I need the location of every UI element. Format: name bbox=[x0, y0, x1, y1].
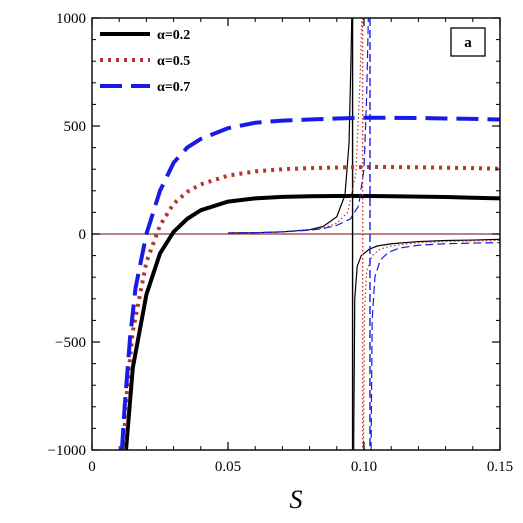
series-layer bbox=[92, 18, 500, 450]
y-tick-label: 1000 bbox=[56, 11, 86, 27]
legend-label: α=0.7 bbox=[157, 80, 190, 95]
series-3 bbox=[119, 18, 500, 450]
legend: α=0.2 α=0.5 α=0.7 bbox=[100, 28, 190, 95]
legend-label: α=0.5 bbox=[157, 54, 190, 69]
legend-label: α=0.2 bbox=[157, 28, 190, 43]
x-tick-label: 0.15 bbox=[487, 459, 513, 475]
series-3-thin-right bbox=[370, 242, 500, 450]
panel-label-box: a bbox=[450, 27, 486, 57]
axis-ticks: 0 0.05 0.10 0.15 −1000 −500 0 500 1000 bbox=[48, 11, 514, 475]
y-tick-label: −1000 bbox=[48, 443, 86, 459]
series-2-line bbox=[121, 165, 500, 450]
panel-label: a bbox=[464, 35, 472, 51]
x-axis-label: S bbox=[290, 485, 303, 514]
y-tick-label: 0 bbox=[79, 227, 87, 243]
series-1-thin-right bbox=[353, 238, 500, 450]
x-tick-label: 0 bbox=[88, 459, 96, 475]
series-2-thin-right bbox=[362, 239, 500, 450]
x-tick-label: 0.05 bbox=[215, 459, 241, 475]
series-3-thin-left bbox=[227, 18, 369, 234]
y-tick-label: 500 bbox=[64, 119, 87, 135]
x-tick-label: 0.10 bbox=[351, 459, 377, 475]
y-tick-label: −500 bbox=[55, 335, 86, 351]
series-1-line bbox=[124, 193, 500, 450]
series-3-line bbox=[119, 115, 500, 450]
